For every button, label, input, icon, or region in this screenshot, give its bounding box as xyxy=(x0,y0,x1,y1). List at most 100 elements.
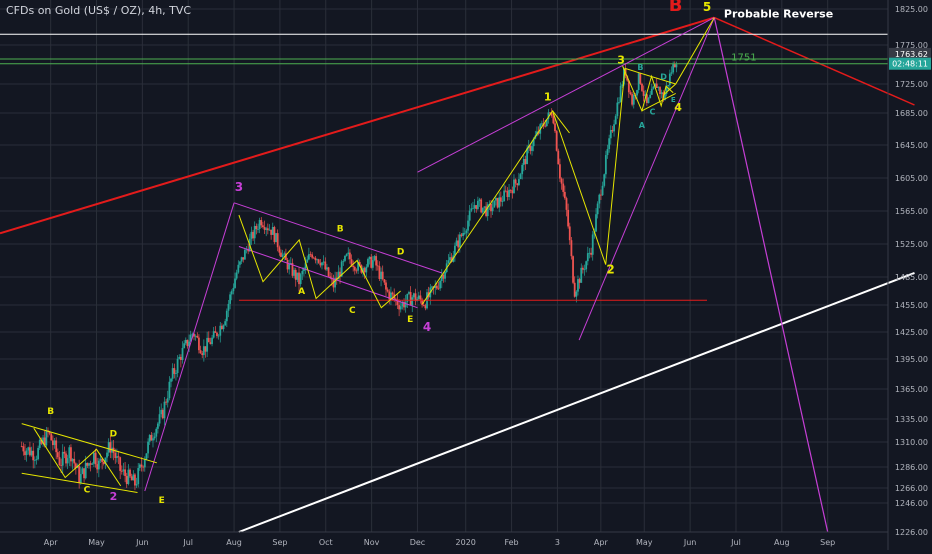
candle-body xyxy=(53,440,56,446)
x-tick-label: Aug xyxy=(774,538,790,547)
candle-body xyxy=(376,265,379,267)
purple-impulse-3[interactable] xyxy=(144,202,235,492)
candle-body xyxy=(580,267,583,283)
white-support-line[interactable] xyxy=(238,271,915,533)
candle-body xyxy=(35,459,38,461)
yellow-wedge-lower[interactable] xyxy=(21,472,138,493)
candle-body xyxy=(348,252,351,260)
candle-body xyxy=(268,229,271,231)
candle-body xyxy=(501,201,504,202)
time-axis[interactable]: Apr May Jun Jul Aug Sep Oct Nov Dec 2020 Feb 3 Apr Ma… xyxy=(0,531,888,547)
candle-body xyxy=(119,457,122,471)
candle-body xyxy=(380,271,382,279)
candle-body xyxy=(472,208,474,210)
candle-body xyxy=(78,465,81,483)
candle-body xyxy=(431,286,433,288)
candle-body xyxy=(636,90,638,96)
candle-body xyxy=(385,282,387,290)
candle-body xyxy=(204,346,207,352)
candle-body xyxy=(495,197,497,201)
candle-body xyxy=(355,270,358,272)
candle-body xyxy=(545,119,548,127)
candle-body xyxy=(665,86,668,94)
yellow-wave-1[interactable] xyxy=(421,109,570,305)
candle-body xyxy=(353,267,356,271)
candle-body xyxy=(211,337,213,345)
wave-label: E xyxy=(407,315,413,325)
yellow-wave-2[interactable] xyxy=(552,68,626,265)
candle-body xyxy=(237,264,240,273)
candle-body xyxy=(639,73,642,84)
candle-body xyxy=(216,332,218,337)
purple-triangle-upper[interactable] xyxy=(233,202,442,274)
wave-label: 1 xyxy=(544,91,552,104)
candle-body xyxy=(444,271,446,279)
candle-body xyxy=(63,451,66,454)
candle-body xyxy=(283,253,286,255)
wave-label: E xyxy=(159,496,165,506)
candle-body xyxy=(291,262,294,276)
candle-body xyxy=(614,116,617,125)
candle-body xyxy=(307,254,310,260)
candle-body xyxy=(424,305,427,309)
candle-body xyxy=(252,231,254,239)
candle-body xyxy=(473,205,476,209)
candle-body xyxy=(654,83,656,87)
price-badge-label: 1763.62 xyxy=(895,50,928,59)
candle-body xyxy=(557,150,560,165)
candle-body xyxy=(129,469,131,477)
candle-body xyxy=(409,292,412,306)
purple-triangle-lower[interactable] xyxy=(238,246,418,309)
candle-body xyxy=(394,298,397,300)
price-badge[interactable] xyxy=(889,47,931,60)
candle-body xyxy=(296,272,299,280)
yellow-wedge-upper[interactable] xyxy=(21,423,157,464)
red-resistance-line[interactable] xyxy=(0,16,715,235)
candle-body xyxy=(465,230,468,233)
candle-body xyxy=(657,87,660,88)
candle-body xyxy=(408,292,410,294)
candle-body xyxy=(70,447,72,462)
candle-body xyxy=(263,227,266,230)
drawing-layer[interactable] xyxy=(0,16,915,533)
candle-body xyxy=(176,358,179,374)
candle-body xyxy=(243,249,246,260)
purple-channel-lower[interactable] xyxy=(578,17,715,341)
candle-body xyxy=(138,464,141,468)
candle-body xyxy=(30,450,33,456)
candle-body xyxy=(130,476,133,481)
candle-body xyxy=(437,288,440,290)
purple-projection-drop[interactable] xyxy=(713,17,829,533)
candle-body xyxy=(595,214,597,232)
candle-body xyxy=(504,190,507,192)
candle-body xyxy=(644,94,647,96)
candle-body xyxy=(222,325,225,330)
price-axis[interactable]: 1226.00 1246.00 1266.00 1286.00 1310.00 1335.… xyxy=(887,0,931,550)
candle-body xyxy=(650,88,653,95)
wave-label: B xyxy=(669,0,683,16)
candle-body xyxy=(183,343,186,348)
candle-body xyxy=(352,265,355,268)
candle-body xyxy=(206,337,209,352)
candle-body xyxy=(391,292,394,295)
candle-body xyxy=(549,112,551,114)
candle-body xyxy=(498,197,501,208)
candle-body xyxy=(102,462,105,464)
candle-body xyxy=(166,398,169,403)
yellow-small-upper[interactable] xyxy=(624,67,676,85)
candle-body xyxy=(618,102,620,103)
price-badge[interactable] xyxy=(889,57,931,70)
candle-body xyxy=(135,484,138,486)
candle-body xyxy=(632,95,635,105)
candle-body xyxy=(449,257,451,261)
candle-body xyxy=(22,446,25,452)
purple-channel-upper[interactable] xyxy=(417,17,715,173)
yellow-abcde-wedge[interactable] xyxy=(33,427,122,487)
yellow-abcde-small[interactable] xyxy=(622,65,674,113)
candle-body xyxy=(309,254,312,256)
red-projection-line[interactable] xyxy=(713,16,915,106)
yellow-abcde-triangle[interactable] xyxy=(238,214,401,309)
yellow-small-lower[interactable] xyxy=(641,92,676,112)
